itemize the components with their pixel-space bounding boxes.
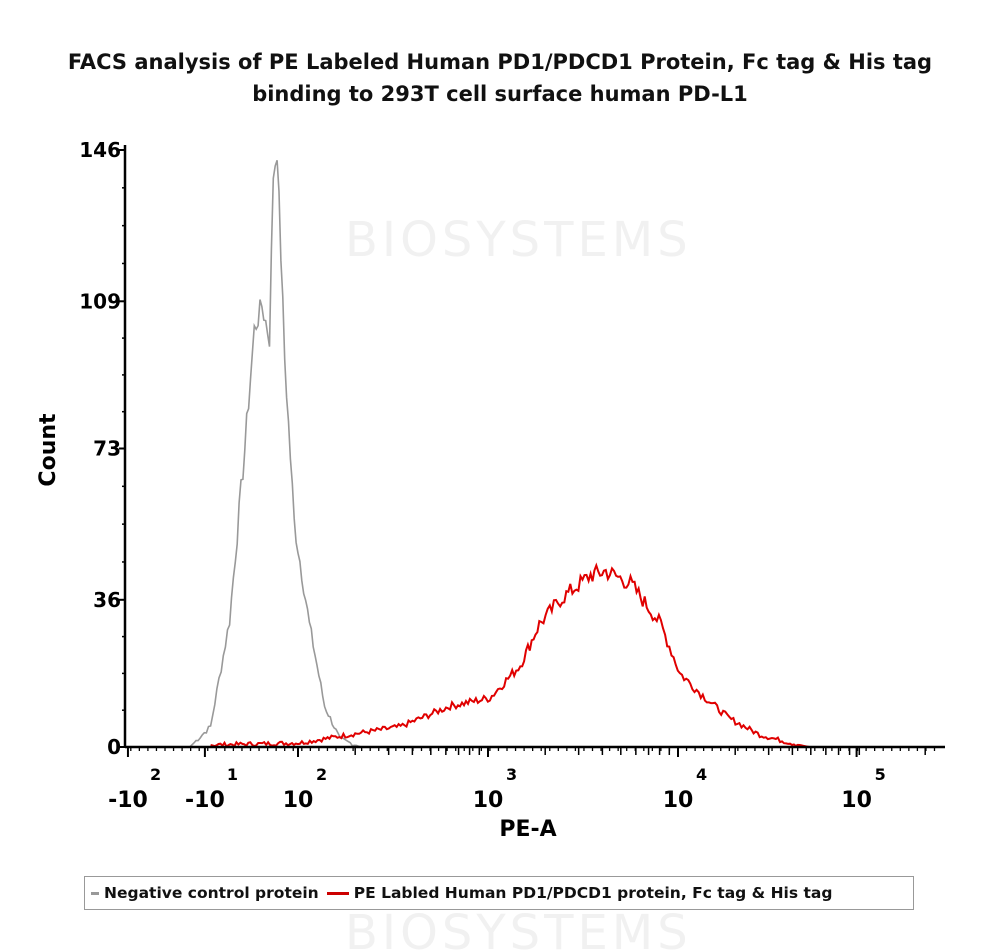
x-tick-exponent: 3 xyxy=(506,765,517,784)
x-tick-label: 10 xyxy=(663,788,694,813)
legend-swatch-pe xyxy=(326,891,349,895)
legend-label-negative: Negative control protein xyxy=(104,884,319,902)
chart-title-line-1: FACS analysis of PE Labeled Human PD1/PD… xyxy=(67,50,933,74)
series-line-negative-control xyxy=(189,160,361,748)
x-tick-exponent: 4 xyxy=(696,765,707,784)
watermark-brand-bottom: BIOSYSTEMS xyxy=(345,905,692,951)
y-tick-label: 146 xyxy=(79,138,121,162)
x-tick-label: -10 xyxy=(185,788,225,813)
legend-label-pe: PE Labled Human PD1/PDCD1 protein, Fc ta… xyxy=(353,884,833,902)
x-tick-exponent: 2 xyxy=(316,765,327,784)
x-tick-exponent: 2 xyxy=(150,765,161,784)
x-axis-label: PE-A xyxy=(499,817,556,842)
y-tick-label: 36 xyxy=(93,588,121,612)
x-tick-label: -10 xyxy=(108,788,148,813)
x-tick-exponent: 1 xyxy=(227,765,238,784)
x-tick-label: 10 xyxy=(473,788,504,813)
y-tick-label: 73 xyxy=(93,437,121,461)
legend: Negative control protein PE Labled Human… xyxy=(84,876,914,910)
watermark-brand: BIOSYSTEMS xyxy=(345,212,692,268)
legend-swatch-negative xyxy=(91,891,99,895)
y-axis-label: Count xyxy=(36,413,61,487)
x-tick-label: 10 xyxy=(283,788,314,813)
x-tick-label: 10 xyxy=(841,788,872,813)
y-tick-label: 0 xyxy=(107,735,121,759)
series-line-pe-labeled xyxy=(210,562,810,749)
chart-title-line-2: binding to 293T cell surface human PD-L1 xyxy=(252,82,748,106)
y-tick-label: 109 xyxy=(79,289,121,313)
x-tick-exponent: 5 xyxy=(875,765,886,784)
